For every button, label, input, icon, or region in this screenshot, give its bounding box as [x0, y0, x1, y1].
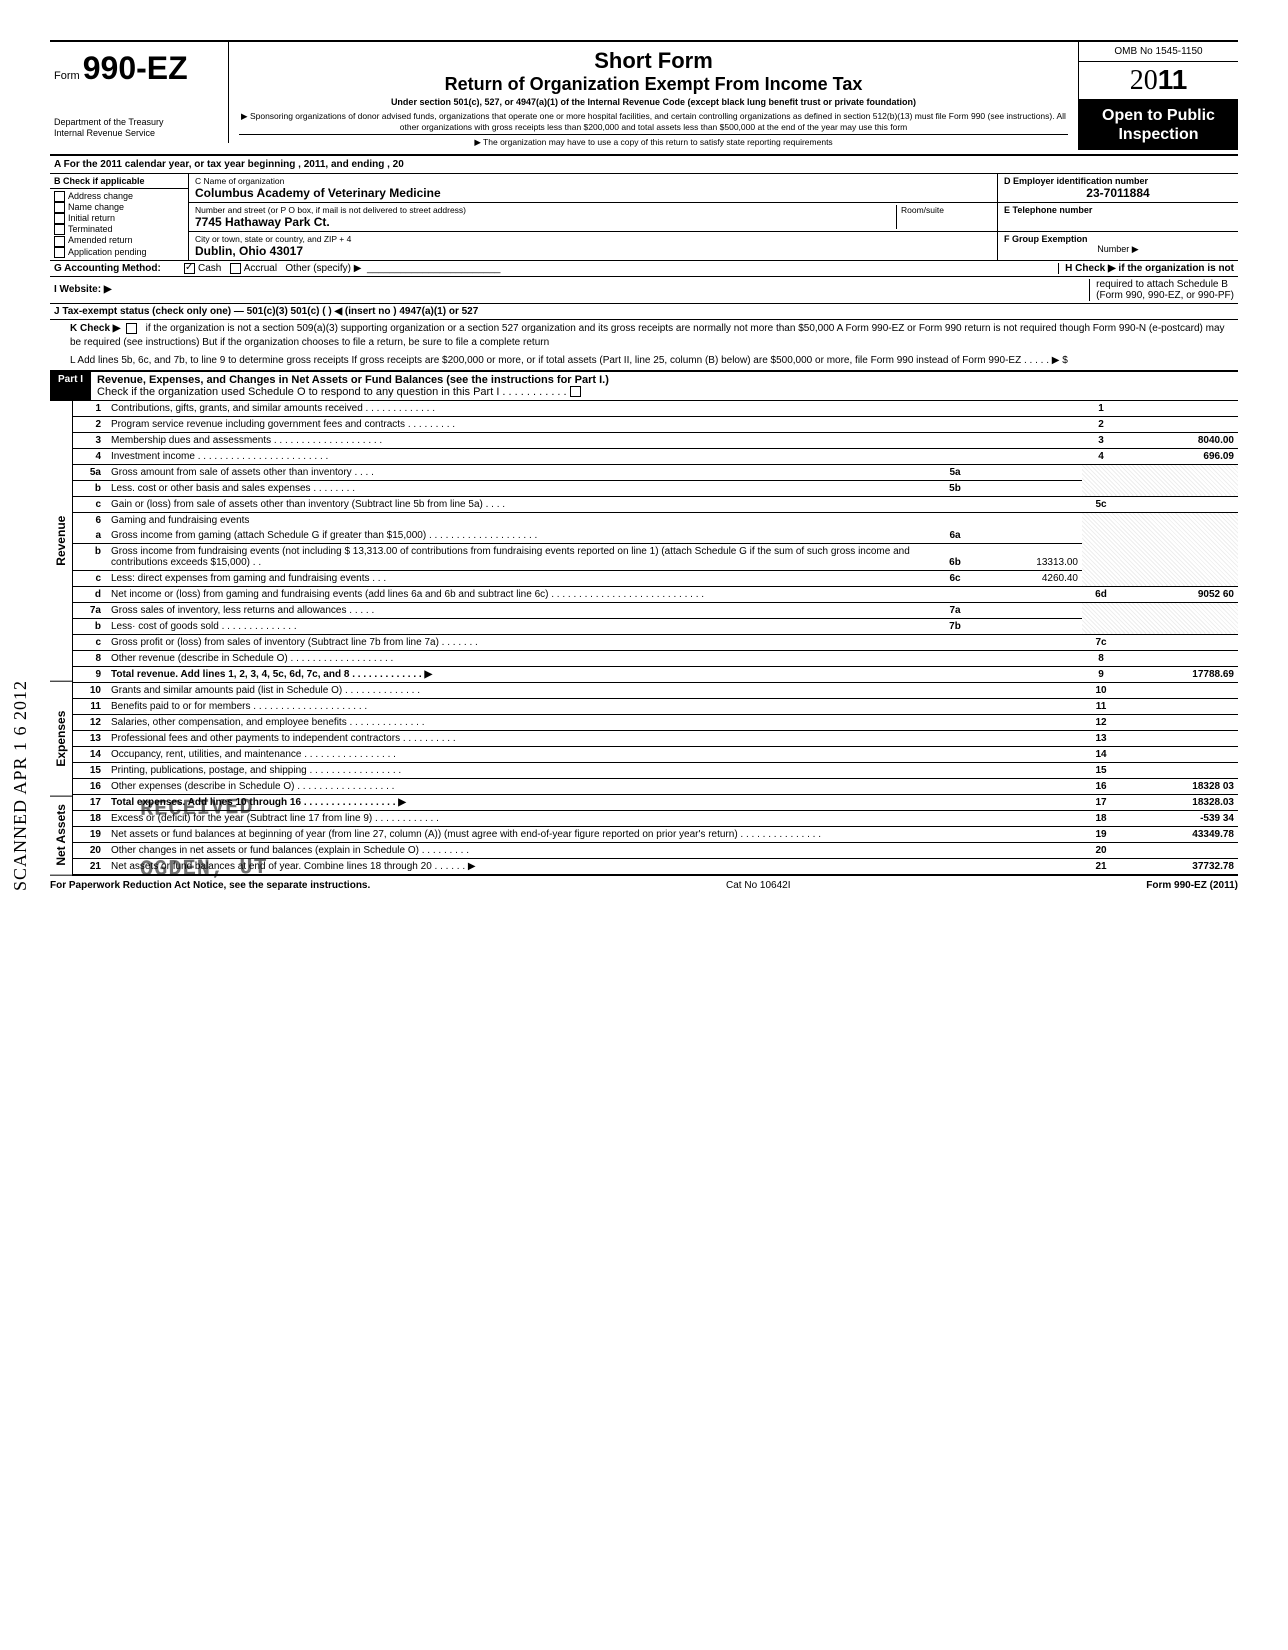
line-7c: cGross profit or (loss) from sales of in…	[73, 634, 1238, 650]
row-a-tax-year: A For the 2011 calendar year, or tax yea…	[50, 156, 1238, 174]
line-9: 9Total revenue. Add lines 1, 2, 3, 4, 5c…	[73, 666, 1238, 682]
line-6: 6Gaming and fundraising events	[73, 512, 1238, 528]
line-3: 3Membership dues and assessments . . . .…	[73, 432, 1238, 448]
entity-info-grid: B Check if applicable Address change Nam…	[50, 174, 1238, 261]
ein-label: D Employer identification number	[1004, 176, 1232, 186]
org-name-label: C Name of organization	[195, 176, 991, 186]
open-to-public: Open to Public Inspection	[1078, 100, 1238, 150]
ein-value: 23-7011884	[1004, 186, 1232, 200]
chk-name-change[interactable]: Name change	[54, 202, 184, 213]
h-check-label: H Check ▶ if the organization is not	[1065, 263, 1234, 274]
line-16: 16Other expenses (describe in Schedule O…	[73, 778, 1238, 794]
dept-irs: Internal Revenue Service	[54, 128, 224, 139]
received-stamp: RECEIVED	[140, 795, 254, 822]
chk-accrual[interactable]	[230, 263, 241, 274]
line-6a: aGross income from gaming (attach Schedu…	[73, 528, 1238, 544]
h-check-sub: required to attach Schedule B	[1096, 279, 1228, 290]
form-header: Form 990-EZ Department of the Treasury I…	[50, 40, 1238, 156]
row-k: K Check ▶ if the organization is not a s…	[50, 320, 1238, 352]
chk-terminated[interactable]: Terminated	[54, 224, 184, 235]
city-value: Dublin, Ohio 43017	[195, 244, 991, 258]
chk-application-pending[interactable]: Application pending	[54, 247, 184, 258]
tax-year: 2011	[1078, 62, 1238, 100]
tab-expenses: Expenses	[50, 682, 72, 797]
form-number: Form 990-EZ	[54, 50, 224, 87]
col-b-header: B Check if applicable	[50, 174, 188, 189]
tab-revenue: Revenue	[50, 401, 72, 682]
line-1: 1Contributions, gifts, grants, and simil…	[73, 401, 1238, 417]
row-g-accounting: G Accounting Method: Cash Accrual Other …	[50, 261, 1238, 277]
room-suite-label: Room/suite	[896, 205, 991, 229]
line-6d: dNet income or (loss) from gaming and fu…	[73, 586, 1238, 602]
street-label: Number and street (or P O box, if mail i…	[195, 205, 896, 215]
row-i-website: I Website: ▶ required to attach Schedule…	[50, 277, 1238, 304]
section-tabs: Revenue Expenses Net Assets	[50, 401, 73, 876]
line-5a: 5aGross amount from sale of assets other…	[73, 464, 1238, 480]
row-j-tax-exempt: J Tax-exempt status (check only one) — 5…	[50, 304, 1238, 320]
street-value: 7745 Hathaway Park Ct.	[195, 215, 896, 229]
part-1-header: Part I Revenue, Expenses, and Changes in…	[50, 371, 1238, 401]
line-8: 8Other revenue (describe in Schedule O) …	[73, 650, 1238, 666]
group-exemption-label: F Group Exemption	[1004, 234, 1232, 244]
chk-amended-return[interactable]: Amended return	[54, 235, 184, 246]
dept-treasury: Department of the Treasury	[54, 117, 224, 128]
footer-mid: Cat No 10642I	[726, 880, 791, 891]
line-2: 2Program service revenue including gover…	[73, 416, 1238, 432]
city-label: City or town, state or country, and ZIP …	[195, 234, 991, 244]
line-6b: bGross income from fundraising events (n…	[73, 543, 1238, 570]
line-10: 10Grants and similar amounts paid (list …	[73, 682, 1238, 698]
footer-right: Form 990-EZ (2011)	[1146, 880, 1238, 891]
title-short: Short Form	[239, 48, 1068, 74]
line-6c: cLess: direct expenses from gaming and f…	[73, 570, 1238, 586]
tab-net-assets: Net Assets	[50, 796, 72, 876]
omb-number: OMB No 1545-1150	[1078, 42, 1238, 62]
line-5b: bLess. cost or other basis and sales exp…	[73, 480, 1238, 496]
part-1-title: Revenue, Expenses, and Changes in Net As…	[97, 374, 1232, 386]
title-sponsor: ▶ Sponsoring organizations of donor advi…	[239, 111, 1068, 132]
group-exemption-number: Number ▶	[1004, 244, 1232, 255]
chk-cash[interactable]	[184, 263, 195, 274]
title-copy: ▶ The organization may have to use a cop…	[239, 134, 1068, 148]
row-l: L Add lines 5b, 6c, and 7b, to line 9 to…	[50, 352, 1238, 371]
line-5c: cGain or (loss) from sale of assets othe…	[73, 496, 1238, 512]
line-12: 12Salaries, other compensation, and empl…	[73, 714, 1238, 730]
line-7a: 7aGross sales of inventory, less returns…	[73, 602, 1238, 618]
chk-address-change[interactable]: Address change	[54, 191, 184, 202]
title-main: Return of Organization Exempt From Incom…	[239, 74, 1068, 95]
line-14: 14Occupancy, rent, utilities, and mainte…	[73, 746, 1238, 762]
line-7b: bLess· cost of goods sold . . . . . . . …	[73, 618, 1238, 634]
line-19: 19Net assets or fund balances at beginni…	[73, 826, 1238, 842]
scanned-stamp: SCANNED APR 1 6 2012	[10, 680, 31, 891]
line-15: 15Printing, publications, postage, and s…	[73, 762, 1238, 778]
footer-left: For Paperwork Reduction Act Notice, see …	[50, 880, 370, 891]
line-13: 13Professional fees and other payments t…	[73, 730, 1238, 746]
line-4: 4Investment income . . . . . . . . . . .…	[73, 448, 1238, 464]
part-1-check: Check if the organization used Schedule …	[97, 386, 1232, 398]
title-under: Under section 501(c), 527, or 4947(a)(1)…	[239, 97, 1068, 107]
telephone-label: E Telephone number	[1004, 205, 1232, 215]
form-note: (Form 990, 990-EZ, or 990-PF)	[1096, 290, 1234, 301]
org-name-value: Columbus Academy of Veterinary Medicine	[195, 186, 991, 200]
ogden-stamp: OGDEN, UT	[140, 855, 268, 882]
line-11: 11Benefits paid to or for members . . . …	[73, 698, 1238, 714]
chk-initial-return[interactable]: Initial return	[54, 213, 184, 224]
